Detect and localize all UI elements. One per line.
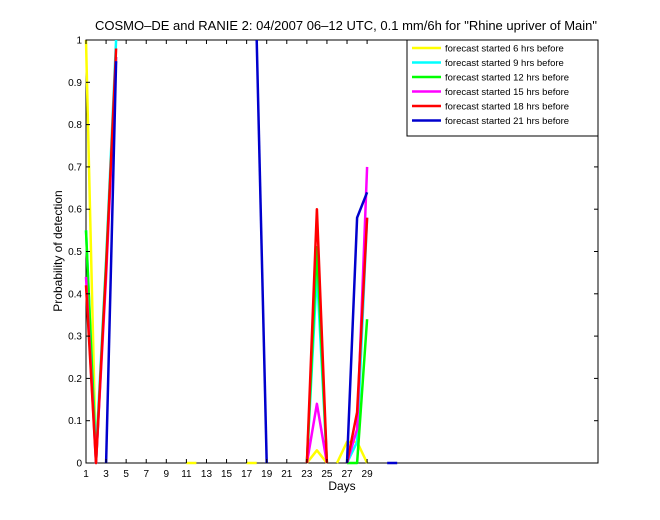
x-tick-label: 5 xyxy=(123,469,129,480)
series-5-segment-2 xyxy=(305,207,329,464)
y-tick-label: 0.6 xyxy=(68,205,82,216)
legend-entry-1: forecast started 6 hrs before xyxy=(445,44,564,55)
x-tick-label: 7 xyxy=(143,469,149,480)
series-4-segment-2 xyxy=(305,402,329,464)
x-tick-label: 25 xyxy=(321,469,333,480)
y-tick-label: 0.4 xyxy=(68,289,82,300)
y-tick-label: 1 xyxy=(76,36,82,47)
x-tick-label: 27 xyxy=(341,469,353,480)
series-6-segment-1 xyxy=(104,61,118,464)
x-tick-label: 29 xyxy=(362,469,374,480)
y-tick-label: 0.7 xyxy=(68,162,82,173)
x-tick-label: 15 xyxy=(221,469,233,480)
series-6-segment-3 xyxy=(345,191,369,464)
x-tick-label: 21 xyxy=(281,469,293,480)
series-3-segment-3 xyxy=(347,319,369,465)
y-tick-label: 0.5 xyxy=(68,247,82,258)
legend-entry-5: forecast started 18 hrs before xyxy=(445,102,569,113)
series-5-segment-3 xyxy=(345,217,369,464)
legend: forecast started 6 hrs before forecast st… xyxy=(406,39,599,137)
series-5-segment-1 xyxy=(84,48,118,465)
y-tick-label: 0.8 xyxy=(68,120,82,131)
x-tick-label: 23 xyxy=(301,469,313,480)
series-6-segment-2 xyxy=(255,39,268,464)
series-layer xyxy=(84,39,398,465)
y-tick-label: 0.3 xyxy=(68,332,82,343)
x-tick-label: 19 xyxy=(261,469,273,480)
legend-entry-6: forecast started 21 hrs before xyxy=(445,116,569,127)
series-1-segment-4 xyxy=(305,449,328,464)
y-tick-label: 0 xyxy=(76,459,82,470)
x-tick-label: 1 xyxy=(83,469,89,480)
legend-entry-3: forecast started 12 hrs before xyxy=(445,73,569,84)
x-tick-label: 9 xyxy=(164,469,170,480)
x-tick-label: 17 xyxy=(241,469,253,480)
x-tick-label: 13 xyxy=(201,469,213,480)
y-axis-label: Probability of detection xyxy=(51,190,65,311)
legend-entry-4: forecast started 15 hrs before xyxy=(445,87,569,98)
axis-layer: 1 3 5 7 9 11 13 15 17 19 21 23 25 27 2900.10.20.30.40.… xyxy=(68,36,598,480)
x-axis-label: Days xyxy=(328,479,355,493)
x-tick-label: 3 xyxy=(103,469,109,480)
x-tick-label: 11 xyxy=(181,469,192,480)
legend-entry-2: forecast started 9 hrs before xyxy=(445,58,564,69)
y-tick-label: 0.1 xyxy=(68,416,82,427)
y-tick-label: 0.9 xyxy=(68,78,82,89)
y-tick-label: 0.2 xyxy=(68,374,82,385)
chart-title: COSMO–DE and RANIE 2: 04/2007 06–12 UTC,… xyxy=(95,18,597,33)
